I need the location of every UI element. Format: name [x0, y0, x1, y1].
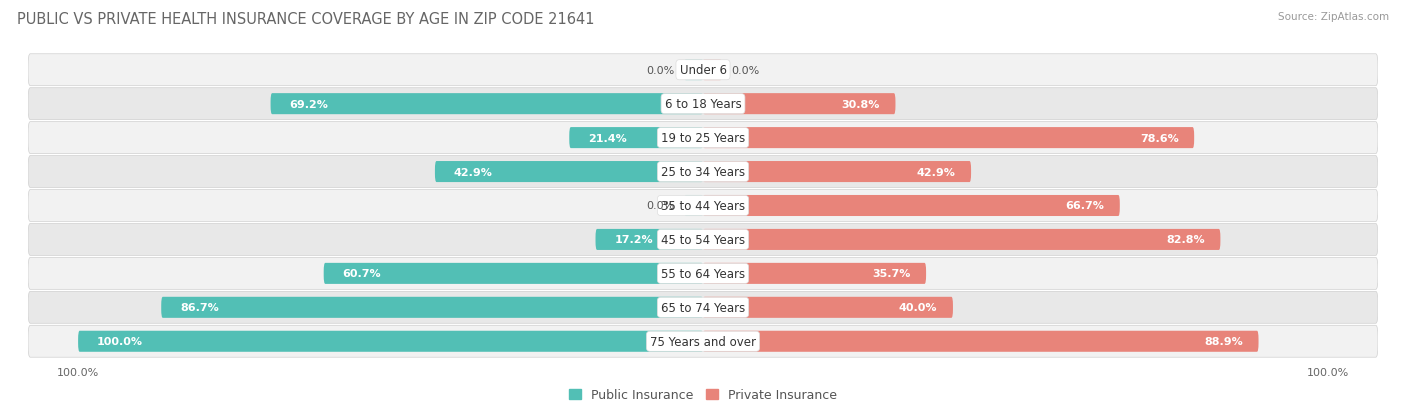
- Text: 17.2%: 17.2%: [614, 235, 652, 245]
- FancyBboxPatch shape: [28, 258, 1378, 290]
- Text: 19 to 25 Years: 19 to 25 Years: [661, 132, 745, 145]
- FancyBboxPatch shape: [703, 297, 953, 318]
- FancyBboxPatch shape: [323, 263, 703, 284]
- FancyBboxPatch shape: [703, 128, 1194, 149]
- FancyBboxPatch shape: [79, 331, 703, 352]
- Text: 35.7%: 35.7%: [872, 269, 911, 279]
- FancyBboxPatch shape: [162, 297, 703, 318]
- FancyBboxPatch shape: [569, 128, 703, 149]
- Text: 45 to 54 Years: 45 to 54 Years: [661, 233, 745, 246]
- FancyBboxPatch shape: [703, 331, 1258, 352]
- FancyBboxPatch shape: [434, 161, 703, 183]
- Text: 55 to 64 Years: 55 to 64 Years: [661, 267, 745, 280]
- FancyBboxPatch shape: [28, 190, 1378, 222]
- FancyBboxPatch shape: [28, 122, 1378, 154]
- Legend: Public Insurance, Private Insurance: Public Insurance, Private Insurance: [568, 388, 838, 401]
- FancyBboxPatch shape: [703, 229, 1220, 250]
- Text: 35 to 44 Years: 35 to 44 Years: [661, 199, 745, 212]
- Text: 65 to 74 Years: 65 to 74 Years: [661, 301, 745, 314]
- Text: 0.0%: 0.0%: [647, 201, 675, 211]
- FancyBboxPatch shape: [703, 263, 927, 284]
- Text: 25 to 34 Years: 25 to 34 Years: [661, 166, 745, 178]
- Text: 21.4%: 21.4%: [588, 133, 627, 143]
- Text: 0.0%: 0.0%: [647, 66, 675, 76]
- Text: 88.9%: 88.9%: [1204, 337, 1243, 347]
- FancyBboxPatch shape: [596, 229, 703, 250]
- Text: 100.0%: 100.0%: [97, 337, 143, 347]
- Text: 42.9%: 42.9%: [454, 167, 492, 177]
- Text: 60.7%: 60.7%: [343, 269, 381, 279]
- FancyBboxPatch shape: [28, 88, 1378, 120]
- Text: 0.0%: 0.0%: [731, 66, 759, 76]
- Text: 82.8%: 82.8%: [1166, 235, 1205, 245]
- FancyBboxPatch shape: [703, 94, 896, 115]
- FancyBboxPatch shape: [703, 195, 1119, 216]
- FancyBboxPatch shape: [685, 195, 703, 216]
- Text: Under 6: Under 6: [679, 64, 727, 77]
- FancyBboxPatch shape: [28, 325, 1378, 357]
- Text: 40.0%: 40.0%: [898, 303, 938, 313]
- Text: 42.9%: 42.9%: [917, 167, 956, 177]
- FancyBboxPatch shape: [703, 161, 972, 183]
- FancyBboxPatch shape: [28, 55, 1378, 86]
- FancyBboxPatch shape: [685, 60, 703, 81]
- Text: 69.2%: 69.2%: [290, 100, 328, 109]
- FancyBboxPatch shape: [28, 224, 1378, 256]
- Text: 86.7%: 86.7%: [180, 303, 219, 313]
- Text: 30.8%: 30.8%: [841, 100, 880, 109]
- Text: 6 to 18 Years: 6 to 18 Years: [665, 98, 741, 111]
- Text: 66.7%: 66.7%: [1066, 201, 1104, 211]
- Text: 75 Years and over: 75 Years and over: [650, 335, 756, 348]
- Text: PUBLIC VS PRIVATE HEALTH INSURANCE COVERAGE BY AGE IN ZIP CODE 21641: PUBLIC VS PRIVATE HEALTH INSURANCE COVER…: [17, 12, 595, 27]
- Text: Source: ZipAtlas.com: Source: ZipAtlas.com: [1278, 12, 1389, 22]
- FancyBboxPatch shape: [28, 156, 1378, 188]
- FancyBboxPatch shape: [703, 60, 721, 81]
- Text: 78.6%: 78.6%: [1140, 133, 1178, 143]
- FancyBboxPatch shape: [270, 94, 703, 115]
- FancyBboxPatch shape: [28, 292, 1378, 323]
